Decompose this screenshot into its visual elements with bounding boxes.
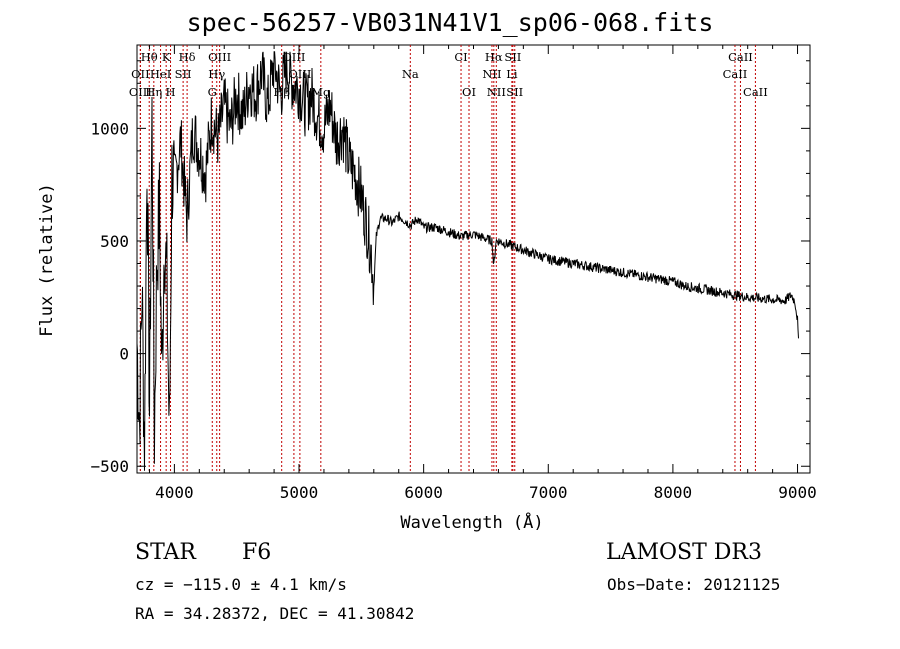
spectral-line-label: CaII [723,67,748,81]
spectral-line-label: G [208,85,217,99]
spectral-line-label: OI [462,85,476,99]
spectral-line-label: HeI [150,67,171,81]
spectral-line-label: Hδ [179,50,196,64]
obs-date: Obs−Date: 20121125 [607,575,781,594]
spectral-line-label: Hα [485,50,503,64]
x-tick-label: 9000 [778,483,817,502]
object-subclass: F6 [242,540,272,565]
spectral-line-label: H [166,85,176,99]
spectral-line-label: CI [454,50,467,64]
spectral-line-label: OIII [208,50,231,64]
spectral-line-label: Hη [145,85,162,99]
y-tick-label: 1000 [90,119,129,138]
y-axis-label: Flux (relative) [37,183,57,337]
spectral-line-label: SII [504,50,521,64]
spectral-line-label: Hγ [208,67,225,81]
spectral-line-label: Hθ [141,50,158,64]
object-class: STAR [135,540,196,565]
y-tick-label: 500 [100,232,129,251]
spectral-line-label: NII [482,67,501,81]
spectral-line-label: OIII [129,85,152,99]
x-tick-label: 4000 [155,483,194,502]
spectrum-series-line [136,51,799,471]
spectral-line-label: OIII [282,50,305,64]
spectral-line-label: SII [506,85,523,99]
spectral-line-label: K [162,50,171,64]
x-tick-label: 7000 [529,483,568,502]
spectral-line-label: NII [487,85,506,99]
coordinates: RA = 34.28372, DEC = 41.30842 [135,604,415,623]
y-tick-label: 0 [119,345,129,364]
x-tick-label: 5000 [280,483,319,502]
spectral-line-label: OII [131,67,150,81]
spectral-line-label: CaII [743,85,768,99]
survey-name: LAMOST DR3 [606,540,762,565]
y-tick-label: −500 [90,457,129,476]
redshift-readout: cz = −115.0 ± 4.1 km/s [135,575,347,594]
spectral-line-label: Li [506,67,518,81]
x-axis-label: Wavelength (Å) [400,511,543,533]
spectral-line-label: CaII [728,50,753,64]
x-tick-label: 6000 [404,483,443,502]
spectral-line-label: Na [402,67,419,81]
x-tick-label: 8000 [654,483,693,502]
spectral-line-label: SII [175,67,192,81]
chart-title: spec-56257-VB031N41V1_sp06-068.fits [186,8,714,37]
